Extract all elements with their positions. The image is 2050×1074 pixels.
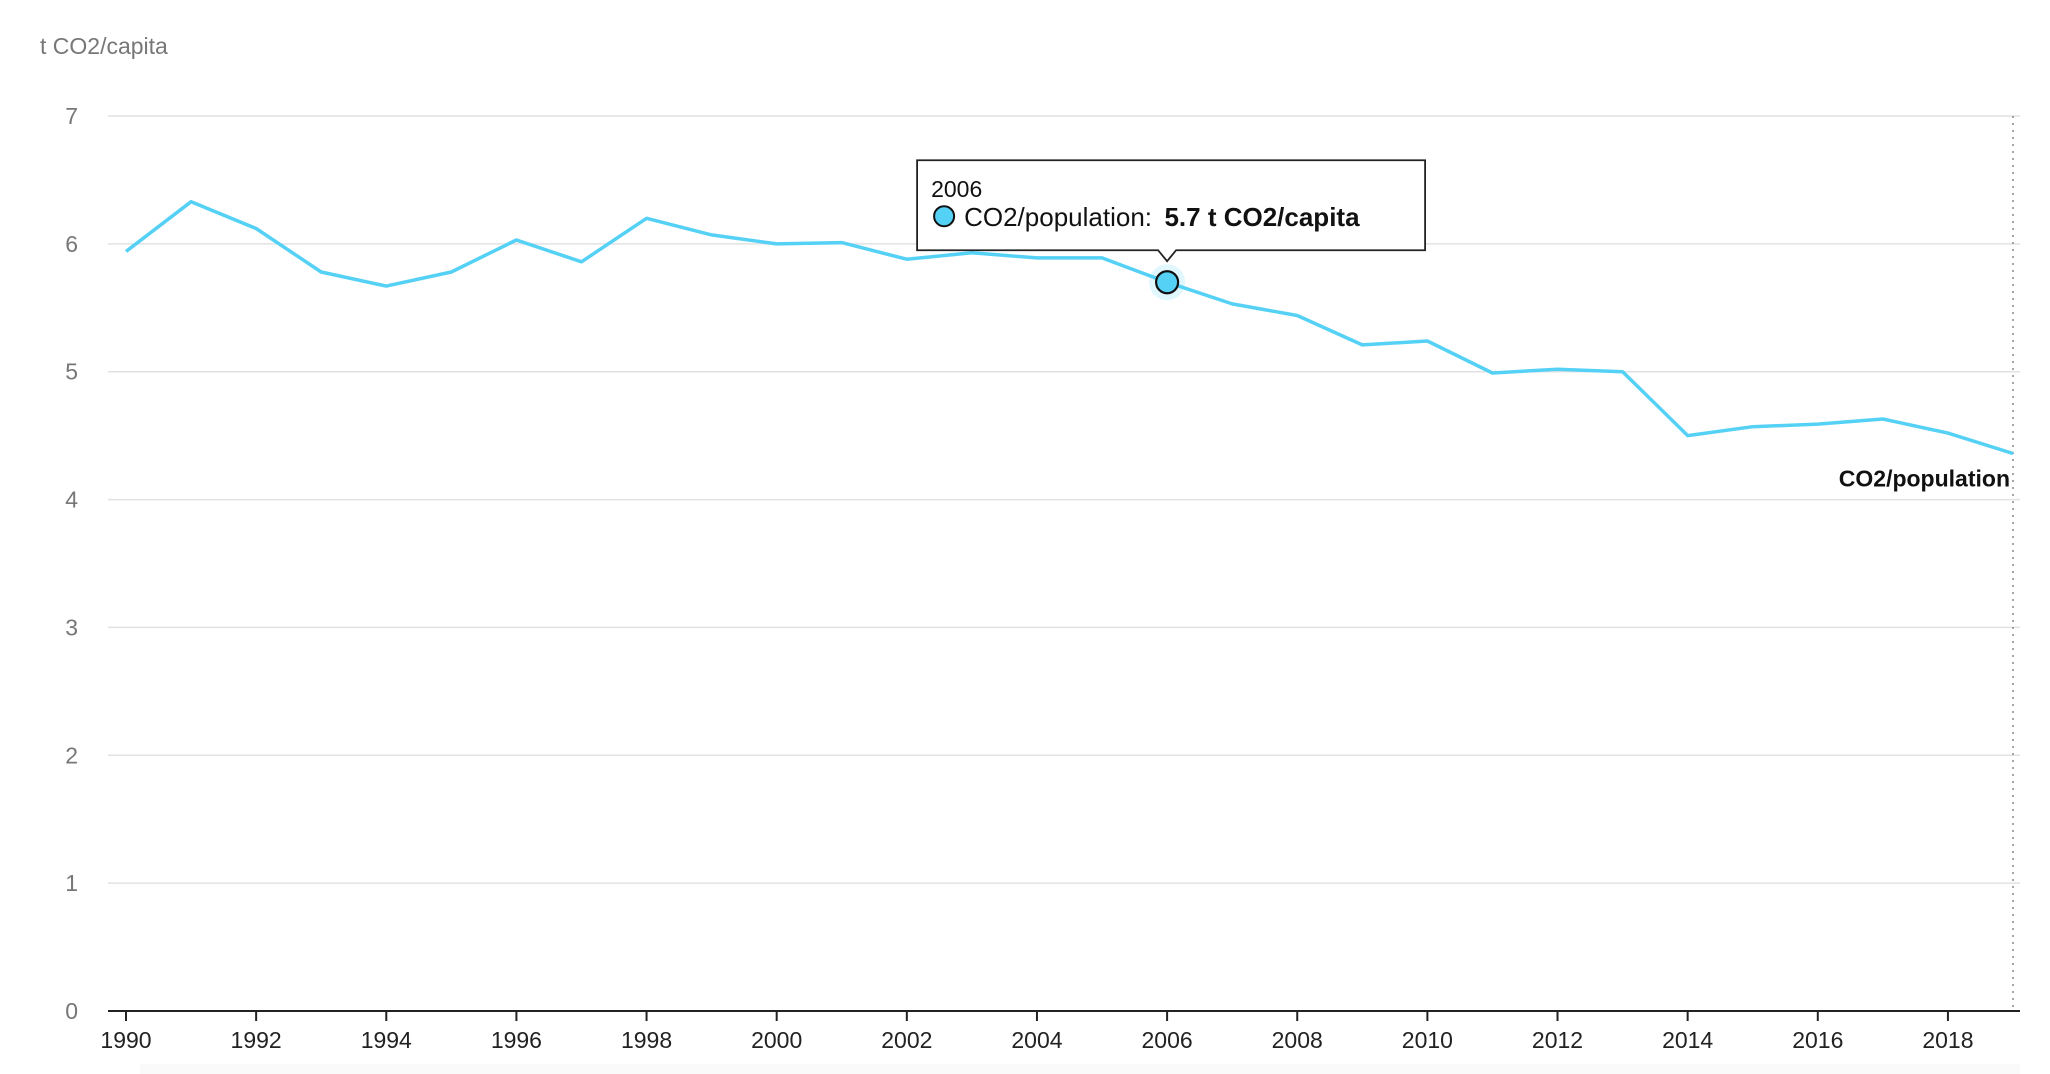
y-tick-label: 7 — [65, 103, 78, 129]
x-tick-label: 2006 — [1142, 1027, 1193, 1053]
tooltip: 2006 CO2/population: 5.7 t CO2/capita — [916, 159, 1426, 263]
y-tick-label: 4 — [65, 487, 78, 513]
y-tick-label: 3 — [65, 614, 78, 640]
y-tick-label: 1 — [65, 870, 78, 896]
tooltip-series-label: CO2/population: — [964, 202, 1152, 232]
x-tick-label: 1994 — [361, 1027, 412, 1053]
x-tick-label: 1996 — [491, 1027, 542, 1053]
x-tick-label: 2004 — [1011, 1027, 1062, 1053]
series-line — [124, 199, 2014, 456]
x-axis-ticks: 1990 1992 1994 1996 1998 2000 2002 2004 2006 2008… — [100, 1011, 1974, 1053]
x-tick-label: 1992 — [231, 1027, 282, 1053]
hover-point[interactable] — [1155, 270, 1180, 295]
y-axis-title: t CO2/capita — [40, 33, 168, 59]
tooltip-year: 2006 — [931, 176, 982, 202]
x-tick-label: 2000 — [751, 1027, 802, 1053]
x-tick-label: 2014 — [1662, 1027, 1713, 1053]
x-tick-label: 2016 — [1792, 1027, 1843, 1053]
x-tick-label: 2010 — [1402, 1027, 1453, 1053]
tooltip-line: CO2/population: 5.7 t CO2/capita — [964, 202, 1360, 232]
tooltip-box — [916, 159, 1426, 263]
footer-shade — [140, 1064, 2020, 1074]
y-axis-ticks: 0 1 2 3 4 5 6 7 — [65, 103, 78, 1024]
x-tick-label: 2012 — [1532, 1027, 1583, 1053]
y-tick-label: 0 — [65, 998, 78, 1024]
series-layer — [124, 199, 2014, 456]
tooltip-value: 5.7 t CO2/capita — [1164, 202, 1360, 232]
x-tick-label: 1990 — [100, 1027, 151, 1053]
x-tick-label: 2002 — [881, 1027, 932, 1053]
series-end-label: CO2/population — [1839, 466, 2010, 492]
tooltip-series-swatch — [933, 205, 956, 228]
hover-marker[interactable] — [1149, 264, 1186, 301]
y-tick-label: 6 — [65, 231, 78, 257]
x-tick-label: 2008 — [1272, 1027, 1323, 1053]
y-tick-label: 2 — [65, 742, 78, 768]
x-tick-label: 1998 — [621, 1027, 672, 1053]
x-tick-label: 2018 — [1922, 1027, 1973, 1053]
y-tick-label: 5 — [65, 359, 78, 385]
